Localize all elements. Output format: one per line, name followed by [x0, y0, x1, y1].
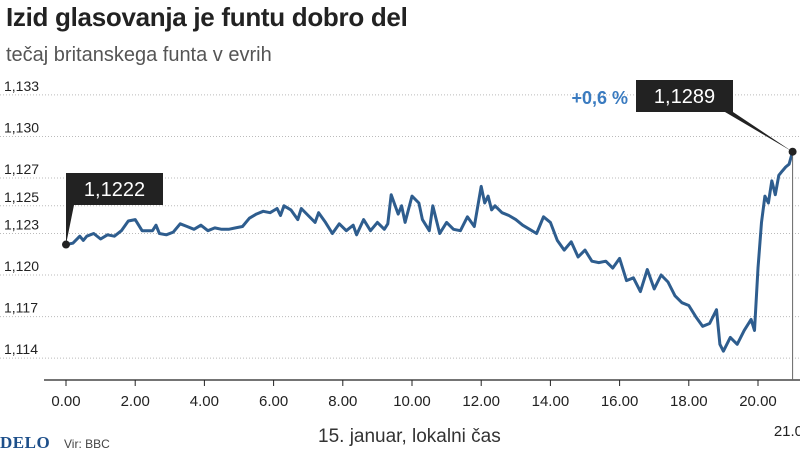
x-axis-ticks: 0.00 2.00 4.00 6.00 8.00 10.00 12.00 14.00 16.00… [51, 380, 777, 410]
y-tick-label: 1,123 [4, 216, 39, 232]
grid-lines [0, 94, 800, 359]
y-axis-ticks: 1,133 1,130 1,127 1,125 1,123 1,120 1,117 1,114 [4, 78, 39, 357]
y-tick-label: 1,125 [4, 189, 39, 205]
chart-subtitle: tečaj britanskega funta v evrih [6, 44, 272, 66]
x-tick-label: 10.00 [393, 393, 431, 410]
change-label: +0,6 % [571, 88, 628, 108]
annotations: 21.00 1,1222 1,1289 +0,6 % [62, 80, 800, 440]
x-tick-label: 2.00 [121, 393, 150, 410]
end-time-label: 21.00 [774, 423, 800, 440]
y-tick-label: 1,130 [4, 119, 39, 135]
series-group [64, 150, 795, 353]
x-tick-label: 6.00 [259, 393, 288, 410]
x-tick-label: 14.00 [532, 393, 570, 410]
chart-title: Izid glasovanja je funtu dobro del [6, 2, 408, 32]
y-tick-label: 1,120 [4, 258, 39, 274]
y-tick-label: 1,127 [4, 161, 39, 177]
x-tick-label: 20.00 [739, 393, 777, 410]
y-tick-label: 1,114 [4, 341, 38, 357]
publisher-logo: DELO [0, 433, 51, 452]
y-tick-label: 1,117 [4, 300, 38, 316]
end-value-label: 1,1289 [654, 86, 715, 108]
x-tick-label: 18.00 [670, 393, 708, 410]
end-value-pointer [725, 112, 793, 152]
x-tick-label: 4.00 [190, 393, 219, 410]
end-point [788, 147, 797, 156]
start-value-box [66, 173, 163, 205]
x-tick-label: 16.00 [601, 393, 639, 410]
start-value-label: 1,1222 [84, 179, 145, 201]
x-tick-label: 12.00 [462, 393, 500, 410]
x-axis-label: 15. januar, lokalni čas [318, 426, 501, 447]
start-point [62, 240, 70, 249]
x-tick-label: 8.00 [328, 393, 357, 410]
start-value-pointer [66, 205, 74, 245]
end-value-box [636, 80, 733, 112]
series-line [64, 150, 795, 353]
source-credit: Vir: BBC [64, 437, 110, 451]
x-tick-label: 0.00 [51, 393, 80, 410]
y-tick-label: 1,133 [4, 78, 39, 94]
